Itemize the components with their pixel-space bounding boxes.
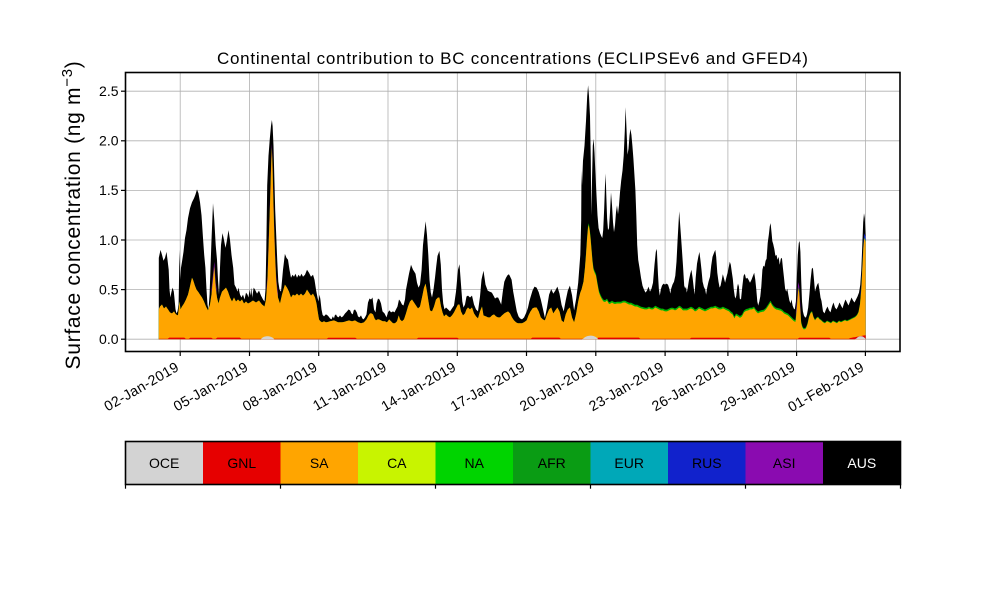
svg-text:SA: SA <box>310 455 329 471</box>
svg-text:GNL: GNL <box>227 455 256 471</box>
svg-text:Continental contribution to BC: Continental contribution to BC concentra… <box>217 49 809 68</box>
svg-text:1.5: 1.5 <box>99 182 119 198</box>
svg-text:RUS: RUS <box>692 455 722 471</box>
svg-text:AUS: AUS <box>847 455 876 471</box>
svg-text:2.0: 2.0 <box>99 133 119 149</box>
svg-text:ASI: ASI <box>773 455 796 471</box>
svg-text:EUR: EUR <box>614 455 644 471</box>
svg-text:1.0: 1.0 <box>99 232 119 248</box>
svg-text:OCE: OCE <box>149 455 179 471</box>
svg-text:NA: NA <box>464 455 484 471</box>
svg-text:0.0: 0.0 <box>99 331 119 347</box>
svg-text:2.5: 2.5 <box>99 83 119 99</box>
svg-text:AFR: AFR <box>538 455 566 471</box>
svg-text:0.5: 0.5 <box>99 281 119 297</box>
svg-text:Surface concentration (ng m−3): Surface concentration (ng m−3) <box>59 61 85 370</box>
svg-text:CA: CA <box>387 455 407 471</box>
